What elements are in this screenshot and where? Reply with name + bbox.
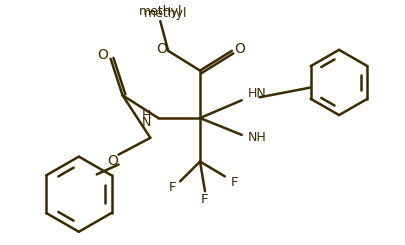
- Text: HN: HN: [247, 87, 266, 100]
- Text: O: O: [97, 48, 108, 62]
- Text: O: O: [156, 42, 166, 56]
- Text: F: F: [168, 181, 175, 194]
- Text: F: F: [230, 176, 238, 189]
- Text: O: O: [107, 154, 118, 168]
- Text: methyl: methyl: [138, 5, 181, 18]
- Text: O: O: [234, 42, 245, 56]
- Text: N: N: [142, 115, 151, 129]
- Text: methyl: methyl: [143, 7, 187, 20]
- Text: H: H: [142, 109, 151, 122]
- Text: F: F: [201, 193, 208, 206]
- Text: NH: NH: [247, 131, 266, 144]
